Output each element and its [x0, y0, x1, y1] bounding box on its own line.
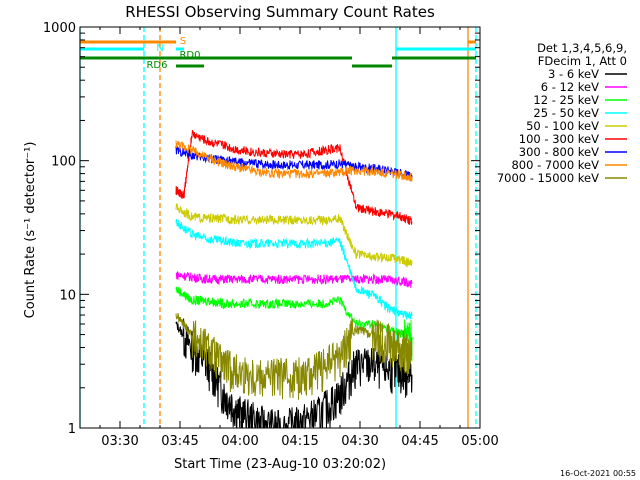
x-tick-label: 04:15 [281, 434, 318, 449]
x-tick-label: 05:00 [461, 434, 498, 449]
flag-label-rd0: RD0 [179, 50, 200, 61]
y-tick-label: 1 [68, 422, 76, 437]
legend-entry-label: 7000 - 15000 keV [497, 171, 599, 185]
series-line [175, 313, 413, 400]
legend-entry-label: 300 - 800 keV [519, 145, 599, 159]
y-tick-label: 100 [51, 155, 76, 170]
series-line [175, 130, 413, 225]
series-line [175, 140, 413, 182]
legend-entry-label: 12 - 25 keV [533, 93, 599, 107]
series-line [175, 218, 413, 320]
series-line [175, 145, 413, 182]
chart-title: RHESSI Observing Summary Count Rates [125, 3, 435, 21]
legend-header: FDecim 1, Att 0 [538, 54, 627, 68]
y-tick-label: 10 [59, 288, 76, 303]
flag-label-s: S [180, 36, 186, 47]
series-line [175, 203, 413, 269]
flag-label-n: N [156, 43, 163, 54]
x-tick-label: 04:30 [341, 434, 378, 449]
y-axis: 1 10 100 1000 [43, 21, 480, 437]
flag-label-rd6: RD6 [146, 60, 167, 71]
legend-header: Det 1,3,4,5,6,9, [537, 41, 627, 55]
legend-entry-label: 6 - 12 keV [541, 80, 599, 94]
x-tick-label: 03:45 [161, 434, 198, 449]
x-tick-label: 04:00 [221, 434, 258, 449]
x-tick-label: 04:45 [401, 434, 438, 449]
legend-entry-label: 3 - 6 keV [548, 67, 599, 81]
legend: Det 1,3,4,5,6,9,FDecim 1, Att 03 - 6 keV… [497, 41, 627, 185]
y-tick-label: 1000 [43, 21, 76, 36]
footer-timestamp: 16-Oct-2021 00:55 [560, 469, 636, 478]
legend-entry-label: 800 - 7000 keV [511, 158, 599, 172]
x-tick-label: 03:30 [101, 434, 138, 449]
y-axis-label: Count Rate (s⁻¹ detector⁻¹) [23, 142, 38, 319]
series-line [175, 271, 413, 289]
x-axis: 03:30 03:45 04:00 04:15 04:30 04:45 05:00 [79, 27, 499, 449]
x-axis-label: Start Time (23-Aug-10 03:20:02) [174, 457, 386, 472]
legend-entry-label: 50 - 100 keV [526, 119, 599, 133]
legend-entry-label: 100 - 300 keV [519, 132, 599, 146]
legend-entry-label: 25 - 50 keV [533, 106, 599, 120]
plot-area: S N RD0 RD6 [79, 27, 477, 430]
